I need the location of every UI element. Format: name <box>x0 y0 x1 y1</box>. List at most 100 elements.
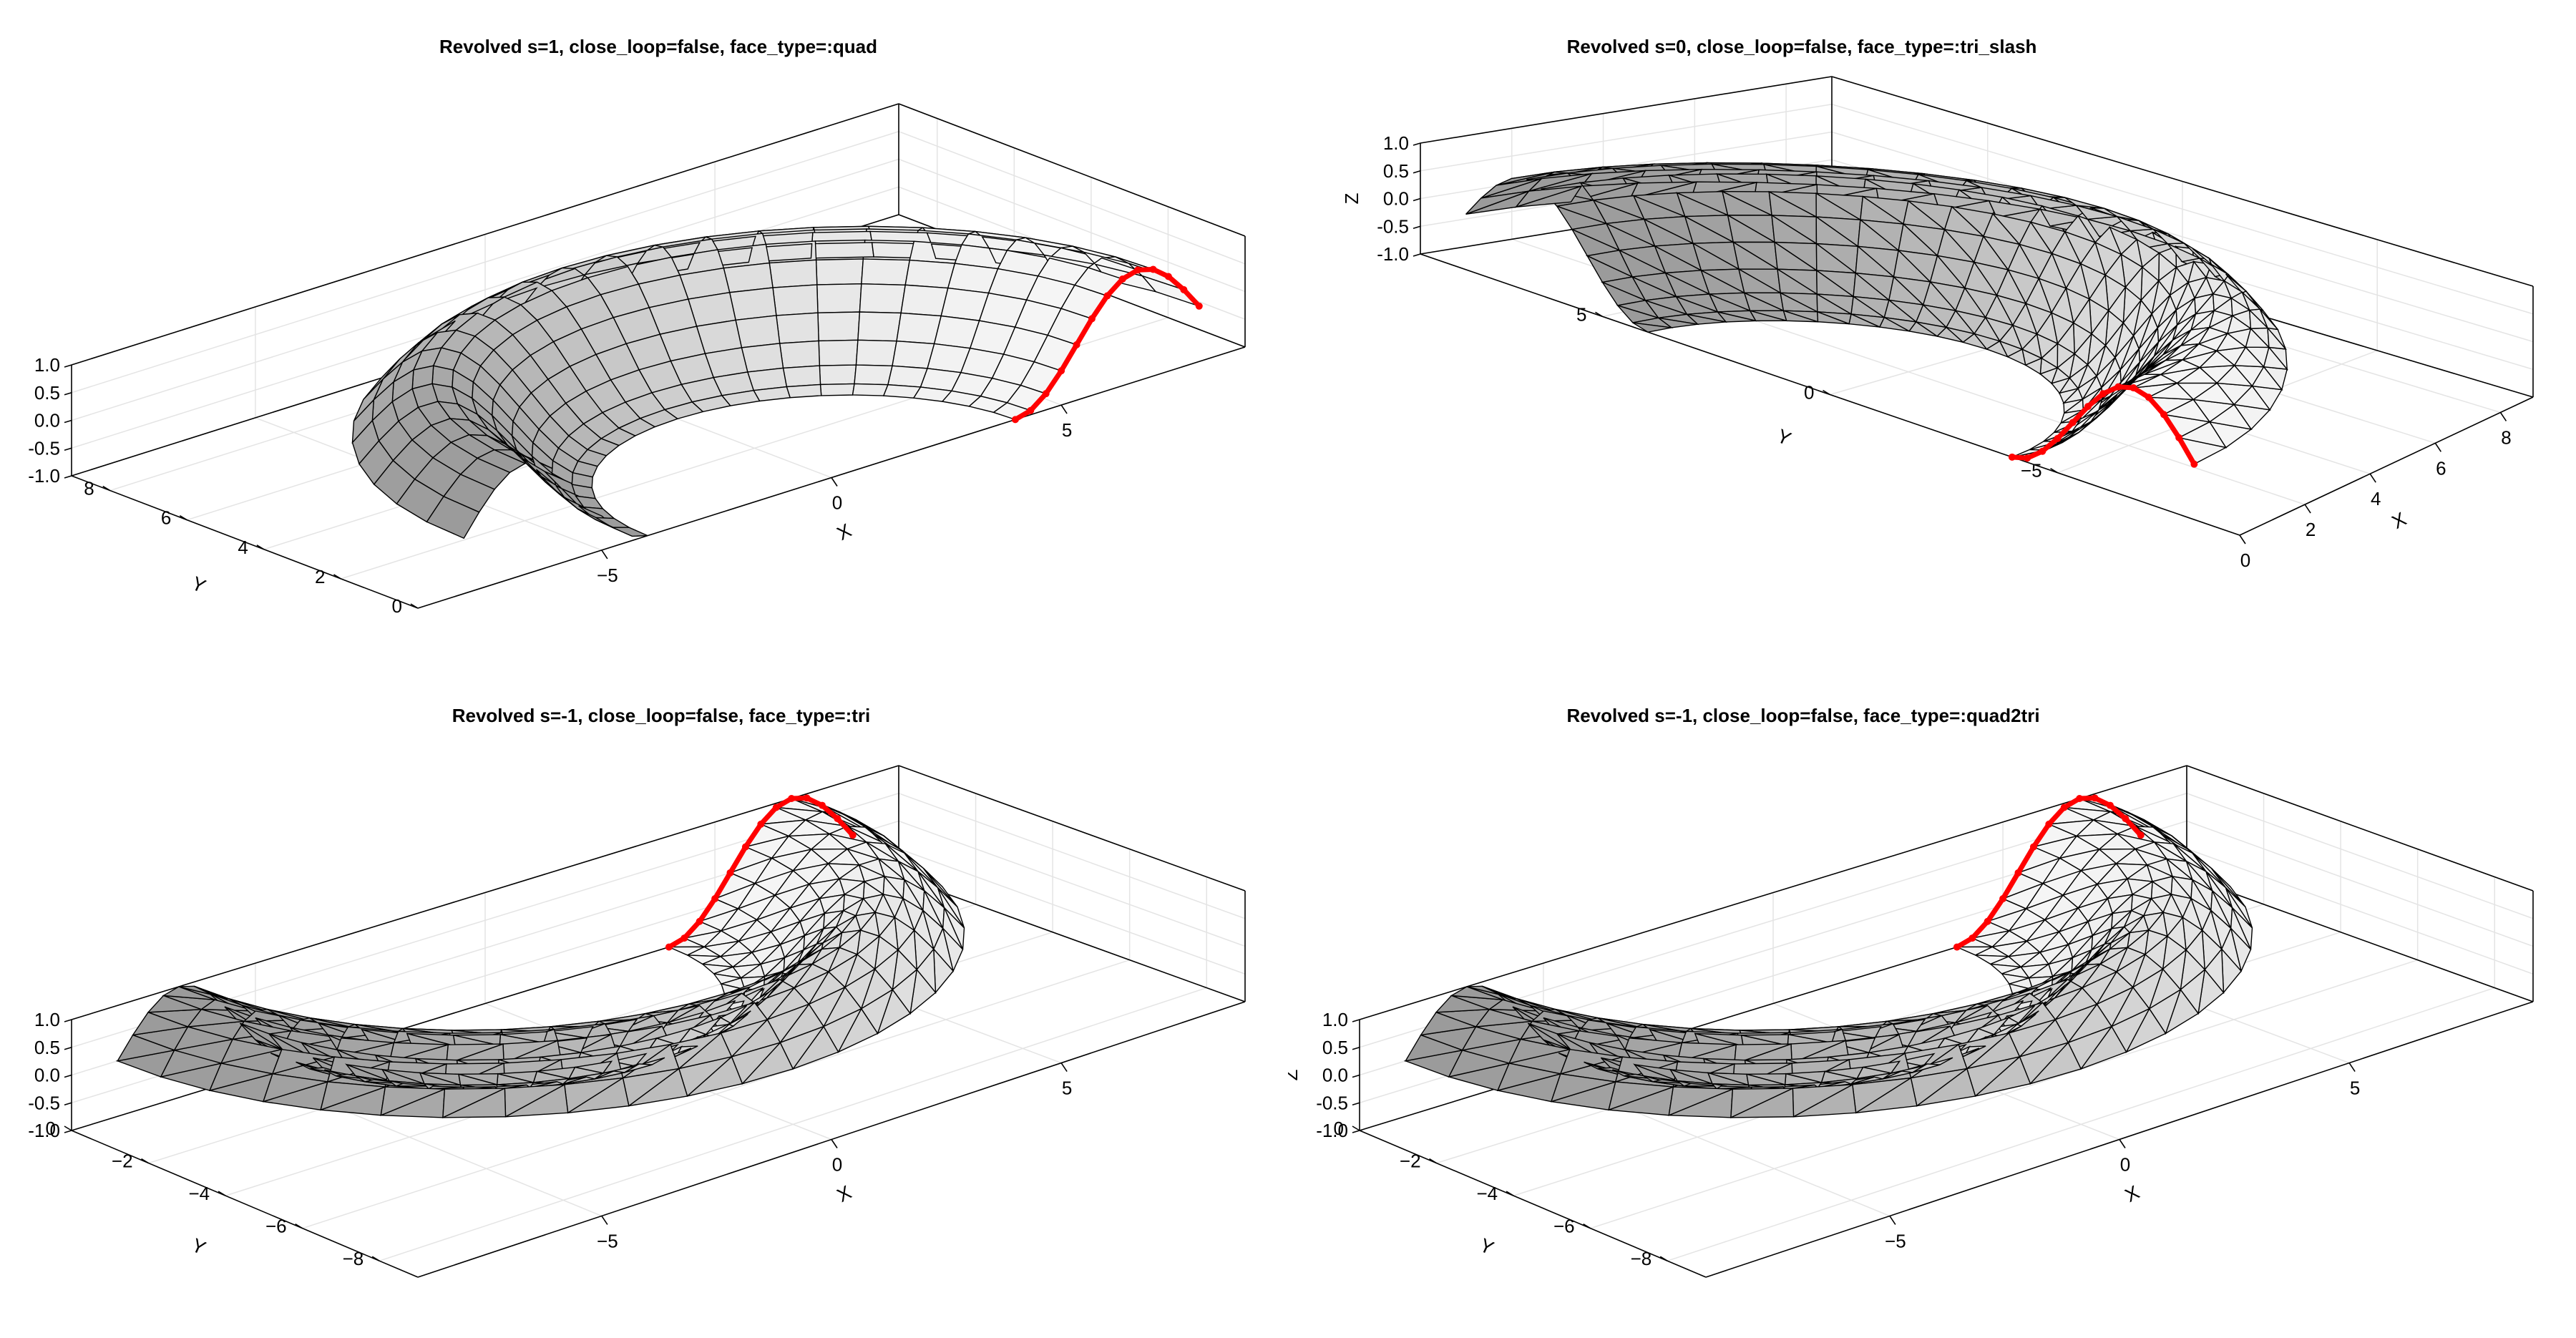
profile-curve-point <box>1011 416 1019 424</box>
surface-face <box>426 1085 464 1090</box>
profile-curve-point <box>803 794 811 802</box>
panel-4-title: Revolved s=-1, close_loop=false, face_ty… <box>1566 705 2040 726</box>
axis-frame-line <box>71 475 419 609</box>
profile-curve-point <box>1164 273 1172 280</box>
surface-face <box>2208 310 2234 329</box>
y-tick-mark <box>1429 1158 1437 1164</box>
z-tick-label: 0.0 <box>1383 188 1409 210</box>
x-tick-mark <box>2304 504 2311 514</box>
profile-curve-point <box>1042 390 1050 398</box>
profile-curve-point <box>2024 454 2031 462</box>
z-tick-label: 1.0 <box>1322 1009 1348 1030</box>
panel-3-title: Revolved s=-1, close_loop=false, face_ty… <box>452 705 871 726</box>
surface-face <box>2024 357 2042 375</box>
surface-face <box>1480 177 1542 199</box>
y-tick-mark <box>141 1158 149 1164</box>
floor-grid-line <box>379 987 1207 1261</box>
y-tick-label: 8 <box>84 478 94 499</box>
x-tick-label: 0 <box>832 1154 842 1176</box>
y-tick-label: 0 <box>1334 1118 1344 1139</box>
x-tick-label: 0 <box>2240 550 2250 571</box>
y-tick-label: 5 <box>1576 303 1586 325</box>
profile-curve-point <box>1088 315 1096 323</box>
profile-curve-point <box>2008 453 2016 461</box>
surface-face <box>1632 322 1672 333</box>
y-tick-mark <box>1583 1223 1591 1229</box>
surface-face <box>854 364 893 386</box>
z-tick-mark <box>1413 197 1421 202</box>
x-tick-label: 5 <box>2350 1078 2360 1099</box>
surface-face <box>396 1083 434 1087</box>
surface-face <box>2152 228 2185 245</box>
surface-face <box>1730 1088 1793 1119</box>
surface-face <box>1848 313 1880 328</box>
z-tick-mark <box>64 364 72 368</box>
y-tick-mark <box>1595 311 1603 318</box>
surface-face <box>892 340 935 369</box>
wall-grid-line <box>898 848 1246 975</box>
panel-3: Revolved s=-1, close_loop=false, face_ty… <box>0 669 1288 1338</box>
surface-face <box>1550 1073 1616 1103</box>
y-tick-mark <box>410 603 419 609</box>
surface-face <box>900 284 949 317</box>
surface-face <box>2064 197 2104 209</box>
surface-face <box>904 259 956 289</box>
y-tick-label: −4 <box>1476 1183 1498 1204</box>
surface-face <box>2074 204 2117 220</box>
surface-face <box>2223 279 2243 299</box>
y-tick-label: 0 <box>46 1118 56 1139</box>
surface-face <box>2251 366 2283 391</box>
x-tick-label: 2 <box>2306 519 2316 540</box>
surface-face <box>2245 327 2270 348</box>
x-tick-label: 6 <box>2436 457 2446 479</box>
x-tick-mark <box>1060 1063 1068 1072</box>
surface-face <box>896 312 942 345</box>
wall-grid-line <box>898 158 1246 293</box>
x-tick-mark <box>2348 1063 2356 1072</box>
profile-curve-point <box>2114 383 2122 391</box>
surface-face <box>2175 366 2219 384</box>
surface-face <box>290 1019 348 1032</box>
surface-face <box>442 1088 505 1119</box>
z-tick-label: -0.5 <box>28 1092 60 1113</box>
surface-face <box>2215 364 2254 387</box>
x-tick-mark <box>2499 412 2507 421</box>
axis-frame-line <box>1831 76 2534 287</box>
profile-curve-point <box>726 869 734 876</box>
surface-face <box>1420 1011 1476 1036</box>
panel-1-plot: -1.0 -0.5 0.0 0.5 1.0 −5 0 5 X 0 2 4 6 8 Y <box>28 103 1246 617</box>
axis-frame-line <box>898 876 1246 1002</box>
profile-curve-point <box>2039 447 2046 455</box>
x-tick-label: 8 <box>2501 426 2511 448</box>
profile-curve-point <box>680 934 688 942</box>
y-tick-label: −4 <box>188 1183 210 1204</box>
floor-grid-line <box>302 959 1130 1229</box>
z-tick-label: -1.0 <box>28 1120 60 1141</box>
axis-frame-line <box>1359 765 2187 1020</box>
surface-face <box>1508 1038 1570 1065</box>
surface-face <box>2177 421 2228 449</box>
profile-curve-point <box>2106 801 2114 809</box>
surface-face <box>380 1086 445 1116</box>
surface-face <box>2230 297 2251 317</box>
y-tick-label: 6 <box>161 507 171 529</box>
surface-face <box>1734 1043 1792 1065</box>
y-tick-label: 0 <box>1804 382 1814 404</box>
y-tick-mark <box>1659 1256 1668 1261</box>
y-tick-label: −8 <box>1631 1248 1652 1269</box>
surface-face <box>1714 1085 1752 1090</box>
axis-frame-line <box>71 1130 419 1278</box>
x-tick-mark <box>2119 1139 2126 1148</box>
surface-face <box>160 1049 222 1078</box>
surface-face <box>857 311 902 342</box>
wall-grid-line <box>2186 793 2534 919</box>
surface-face <box>116 1034 177 1062</box>
surface-face <box>2051 377 2072 394</box>
surface-face <box>782 365 821 388</box>
x-axis-label: X <box>834 519 855 545</box>
wall-grid-line <box>898 793 1246 919</box>
z-tick-mark <box>64 419 72 424</box>
surface-face <box>262 1073 328 1103</box>
surface-face <box>817 311 861 342</box>
profile-curve-point <box>1073 341 1080 348</box>
